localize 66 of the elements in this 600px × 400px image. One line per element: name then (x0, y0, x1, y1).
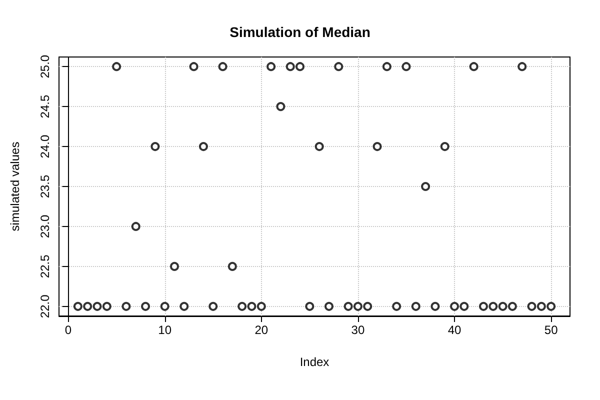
y-tick-label: 25.0 (38, 54, 52, 78)
y-tick-label: 24.5 (38, 94, 52, 118)
y-tick-label: 23.0 (38, 214, 52, 238)
point (218, 62, 228, 72)
point (122, 302, 131, 311)
point (324, 302, 334, 311)
point (238, 302, 247, 311)
point (430, 302, 440, 311)
point (160, 302, 170, 311)
x-axis-title: Index (300, 355, 330, 369)
point (150, 142, 160, 152)
point (170, 262, 179, 271)
point (256, 302, 266, 311)
point (411, 302, 420, 311)
point (460, 302, 469, 311)
chart-title: Simulation of Median (230, 24, 370, 40)
point (392, 302, 402, 311)
y-tick-label: 23.5 (38, 174, 52, 198)
point (421, 182, 430, 191)
point (508, 302, 517, 311)
point (478, 302, 488, 311)
y-tick-label: 22.0 (38, 294, 52, 318)
point (247, 302, 256, 311)
point (112, 62, 122, 72)
x-tick-label: 50 (544, 323, 558, 337)
point (198, 142, 208, 152)
point (102, 302, 112, 311)
y-axis-title: simulated values (8, 142, 22, 232)
point (498, 302, 508, 311)
point (440, 142, 450, 152)
point (228, 262, 237, 271)
y-tick-label: 22.5 (38, 254, 52, 278)
point (141, 302, 150, 311)
point (518, 62, 527, 72)
point (305, 302, 314, 311)
point (334, 62, 344, 72)
point (276, 102, 286, 112)
point (92, 302, 102, 311)
point (286, 62, 295, 72)
point (180, 302, 189, 311)
y-tick-label: 24.0 (38, 134, 52, 158)
point (83, 302, 92, 311)
point (131, 222, 140, 231)
point (546, 302, 556, 311)
x-tick-label: 10 (158, 323, 172, 337)
point (372, 142, 382, 152)
x-tick-label: 30 (351, 323, 365, 337)
point (353, 302, 362, 311)
point (266, 62, 276, 72)
x-tick-label: 0 (64, 323, 72, 337)
point (488, 302, 498, 311)
point (527, 302, 536, 311)
point (382, 62, 392, 72)
point (296, 62, 305, 72)
point (536, 302, 546, 311)
point (363, 302, 372, 311)
point (208, 302, 218, 311)
point (450, 302, 460, 311)
point (314, 142, 324, 152)
point (189, 62, 198, 72)
point (344, 302, 353, 311)
x-tick-label: 40 (448, 323, 462, 337)
point (469, 62, 478, 72)
x-tick-label: 20 (254, 323, 268, 337)
point (402, 62, 411, 72)
point (73, 302, 82, 311)
